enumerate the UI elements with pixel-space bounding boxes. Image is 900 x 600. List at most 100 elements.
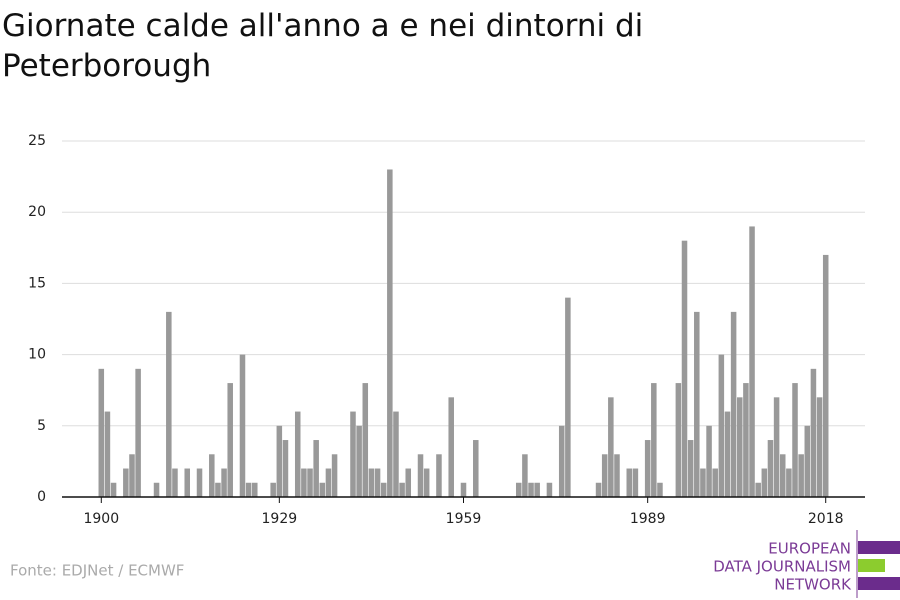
bar <box>632 468 639 497</box>
bar <box>546 482 553 497</box>
x-tick-label: 2018 <box>808 511 844 527</box>
bar <box>675 383 682 497</box>
bar <box>473 440 479 497</box>
bar <box>368 468 375 497</box>
bar <box>657 482 663 497</box>
x-tick-label: 1929 <box>262 511 298 527</box>
bar <box>393 411 399 497</box>
bar <box>423 468 430 497</box>
logo-bar <box>858 559 885 572</box>
bar <box>184 468 191 497</box>
bar <box>724 411 731 497</box>
bar <box>534 482 540 497</box>
source: Fonte: EDJNet / ECMWF <box>10 562 184 580</box>
bar <box>405 468 412 497</box>
bar <box>712 468 718 497</box>
bar <box>608 397 614 497</box>
bar <box>436 454 442 497</box>
logo-bar <box>858 541 900 554</box>
bar <box>694 311 700 497</box>
bar <box>362 383 369 497</box>
bar <box>786 468 792 497</box>
bar <box>227 383 233 497</box>
bar <box>528 482 534 497</box>
y-tick-label: 15 <box>28 275 46 291</box>
bar <box>773 397 780 497</box>
logo-text: EUROPEAN <box>768 540 851 558</box>
bar <box>209 454 215 497</box>
bar <box>350 411 356 497</box>
x-tick-label: 1900 <box>83 511 119 527</box>
bar <box>172 468 178 497</box>
bar <box>460 482 467 497</box>
bar <box>276 425 283 497</box>
bar <box>761 468 768 497</box>
bar <box>651 383 657 497</box>
bar <box>270 482 276 497</box>
bar <box>313 440 319 497</box>
bar <box>319 482 326 497</box>
bar <box>98 368 105 497</box>
bar <box>380 482 387 497</box>
bar <box>129 454 135 497</box>
bar <box>135 368 141 497</box>
bar <box>718 354 725 497</box>
bar <box>804 425 811 497</box>
bar <box>767 440 774 497</box>
logo-bar <box>858 577 900 590</box>
bar <box>565 297 571 497</box>
bar <box>325 468 332 497</box>
bar <box>644 440 651 497</box>
bar <box>153 482 160 497</box>
bar <box>755 482 761 497</box>
bar <box>558 425 565 497</box>
bar <box>221 468 227 497</box>
chart-title: Giornate calde all'anno a e nei dintorni… <box>2 8 644 84</box>
bar <box>245 482 252 497</box>
bar <box>779 454 786 497</box>
bar <box>387 169 393 498</box>
bar <box>816 397 823 497</box>
x-tick-label: 1959 <box>446 511 482 527</box>
bar <box>331 454 338 497</box>
bar <box>104 411 111 497</box>
bar <box>792 383 798 497</box>
bar <box>374 468 381 497</box>
bar <box>736 397 743 497</box>
bar <box>282 440 289 497</box>
y-tick-label: 10 <box>28 347 46 363</box>
bar <box>706 425 712 497</box>
bar <box>307 468 313 497</box>
bar <box>417 454 424 497</box>
bar <box>730 311 737 497</box>
y-tick-label: 25 <box>28 133 46 149</box>
bar <box>522 454 528 497</box>
bar <box>123 468 129 497</box>
bar <box>301 468 307 497</box>
y-tick-label: 5 <box>37 418 46 434</box>
y-tick-label: 0 <box>37 489 46 505</box>
x-tick-label: 1989 <box>630 511 666 527</box>
bar <box>700 468 706 497</box>
logo-text: NETWORK <box>774 576 852 594</box>
bar <box>166 311 172 497</box>
bar <box>252 482 258 497</box>
bar <box>687 440 694 497</box>
bar <box>822 254 829 497</box>
bar <box>749 226 755 497</box>
bar <box>743 383 749 497</box>
bar <box>399 482 405 497</box>
bar <box>595 482 602 497</box>
bar <box>601 454 608 497</box>
logo-text: DATA JOURNALISM <box>713 558 851 576</box>
bar <box>626 468 633 497</box>
bar <box>239 354 246 497</box>
bar <box>196 468 203 497</box>
bar <box>681 240 688 497</box>
bar <box>294 411 301 497</box>
bar <box>448 397 454 497</box>
bar <box>215 482 221 497</box>
bar <box>515 482 522 497</box>
